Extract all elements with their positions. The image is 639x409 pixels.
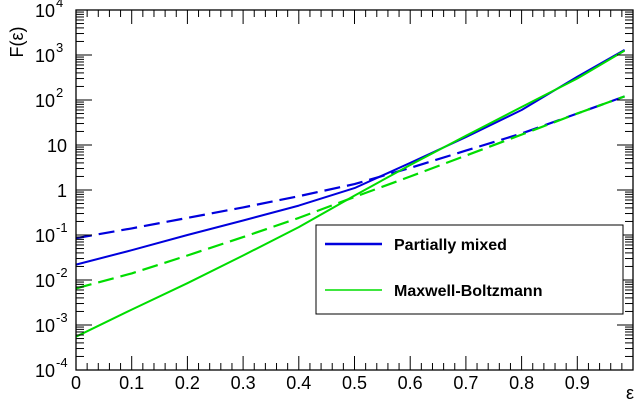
y-tick-label: 10 (35, 46, 55, 66)
series-layer (75, 49, 626, 338)
y-tick-label: 10 (35, 271, 55, 291)
y-tick-exponent: 2 (56, 85, 63, 100)
x-tick-label: 0.3 (231, 373, 256, 393)
labels-layer: 0 0.1 0.2 0.3 0.4 0.5 0.6 0.7 0.8 0.910-410-310-2… (35, 0, 590, 393)
plot-frame (75, 9, 634, 371)
y-tick-label: 10 (35, 316, 55, 336)
y-tick-exponent: -1 (56, 220, 68, 235)
y-tick-exponent: -2 (56, 265, 68, 280)
x-tick-label: 0.8 (509, 373, 534, 393)
legend-label-1: Maxwell-Boltzmann (394, 283, 542, 300)
x-tick-label: 0.2 (175, 373, 200, 393)
legend-label-0: Partially mixed (394, 237, 507, 254)
y-tick-exponent: 3 (56, 40, 63, 55)
ticks-layer (75, 9, 633, 371)
y-tick-label: 10 (35, 361, 55, 381)
series-line-1 (75, 95, 625, 240)
y-tick-label: 10 (35, 226, 55, 246)
series-line-2 (75, 49, 626, 338)
y-tick-label: 1 (57, 181, 67, 201)
legend-box (315, 224, 624, 315)
y-tick-label: 10 (35, 91, 55, 111)
y-tick-label: 10 (47, 136, 67, 156)
y-tick-exponent: -3 (56, 310, 68, 325)
x-tick-label: 0.7 (453, 373, 478, 393)
x-tick-label: 0.6 (398, 373, 423, 393)
y-axis-title: F(ε) (7, 26, 27, 57)
y-tick-label: 10 (35, 1, 55, 21)
y-tick-exponent: -4 (56, 355, 68, 370)
y-tick-exponent: 4 (56, 0, 63, 10)
x-tick-label: 0.1 (119, 373, 144, 393)
x-tick-label: 0.5 (342, 373, 367, 393)
series-line-0 (75, 49, 626, 266)
x-tick-label: 0.9 (565, 373, 590, 393)
x-tick-label: 0 (71, 373, 81, 393)
x-tick-label: 0.4 (286, 373, 311, 393)
series-line-3 (75, 95, 625, 290)
legend: Partially mixed Maxwell-Boltzmann (315, 224, 624, 315)
x-axis-title: ε (626, 383, 634, 403)
